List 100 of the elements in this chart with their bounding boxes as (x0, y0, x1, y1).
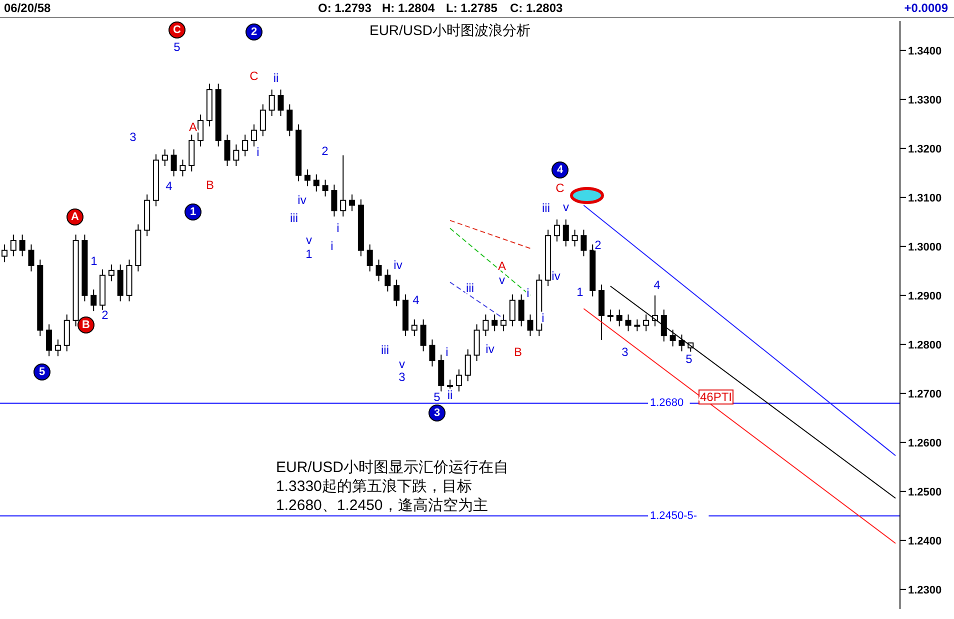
candlestick (260, 104, 266, 137)
candlestick (500, 314, 507, 332)
candlestick (90, 289, 97, 312)
y-tick-label: 1.2500 (908, 486, 942, 498)
annotation: v (399, 357, 405, 371)
candlestick (420, 318, 426, 352)
candlestick (518, 294, 524, 327)
candlestick (349, 194, 356, 212)
annotation: EUR/USD小时图显示汇价运行在自 1.3330起的第五浪下跌，目标 1.2680、1.2450，逢高沽空为主 (276, 458, 509, 515)
ref-line-label: 1.2450-5- (650, 510, 698, 522)
candlestick (224, 134, 230, 167)
candlestick (286, 104, 293, 137)
text: +0.0009 (904, 1, 948, 15)
annotation: 4 (412, 293, 420, 307)
annotation: 2 (322, 144, 329, 158)
annotation: 2 (594, 238, 602, 252)
annotation: 5 (686, 352, 693, 366)
candlestick (411, 318, 418, 337)
annotation: 2 (102, 308, 109, 322)
annotation: i (542, 311, 544, 325)
annotation: iv (298, 193, 306, 207)
candlestick (509, 294, 516, 327)
annotation: i (526, 286, 530, 300)
annotation: 3 (434, 407, 440, 419)
annotation: 4 (654, 278, 661, 292)
candlestick (366, 244, 373, 272)
y-tick-label: 1.2800 (908, 339, 942, 352)
annotation: 1 (90, 254, 98, 268)
annotation: 3 (130, 130, 137, 144)
annotation: B (206, 178, 214, 192)
candlestick (108, 264, 114, 282)
candlestick (322, 179, 328, 197)
candlestick (616, 309, 622, 327)
candlestick (464, 348, 471, 382)
y-tick-label: 1.2700 (908, 388, 942, 400)
annotation: v (306, 233, 312, 247)
annotation: iii (290, 211, 298, 225)
chart-title: EUR/USD小时图波浪分析 (369, 22, 530, 38)
candlestick (384, 268, 391, 292)
y-tick-label: 1.2300 (908, 584, 942, 596)
candlestick (643, 314, 650, 332)
annotation: A (188, 120, 198, 134)
candlestick (625, 314, 632, 332)
annotation: iii (542, 201, 550, 215)
y-tick-label: 1.3200 (908, 143, 942, 156)
candlestick (313, 174, 320, 192)
candlestick (198, 114, 204, 147)
annotation: 5 (38, 366, 46, 378)
annotation: iii (466, 281, 474, 295)
candlestick (304, 168, 310, 187)
candlestick (554, 218, 560, 242)
annotation: 1 (190, 206, 196, 218)
candlestick (162, 148, 168, 167)
candlestick (278, 89, 284, 117)
candlestick (268, 89, 275, 117)
candlestick (607, 309, 614, 322)
annotation: B (82, 319, 90, 331)
candlestick (331, 184, 338, 218)
candlestick (670, 329, 676, 347)
candlestick (54, 339, 61, 357)
annotation: C (250, 69, 259, 83)
annotation: 3 (622, 345, 629, 359)
y-tick-label: 1.2900 (908, 290, 942, 302)
annotation: 1 (306, 247, 313, 261)
annotation: i (330, 239, 334, 253)
candlestick (180, 159, 186, 177)
text: O: 1.2793 (318, 1, 372, 15)
candlestick (456, 368, 462, 392)
y-tick-label: 1.3300 (908, 94, 942, 106)
candlestick (394, 279, 400, 307)
annotation: i (256, 145, 260, 159)
annotation: 4 (556, 164, 564, 176)
candlestick (572, 229, 578, 247)
candlestick (242, 134, 248, 157)
candlestick (429, 339, 436, 367)
candlestick (482, 314, 489, 337)
annotation: ii (447, 388, 453, 402)
annotation: i (446, 345, 448, 359)
y-tick-label: 1.3000 (908, 241, 942, 254)
y-tick-label: 1.3100 (908, 192, 942, 204)
candlestick (678, 334, 685, 352)
text: C: 1.2803 (510, 1, 563, 15)
annotation: 46PTI (700, 390, 732, 404)
candlestick (376, 259, 382, 282)
annotation: i (336, 221, 340, 235)
annotation: 4 (166, 179, 173, 193)
candlestick (28, 244, 34, 272)
candlestick (233, 144, 240, 167)
text: 06/20/58 (4, 1, 51, 15)
candlestick (251, 124, 258, 147)
candlestick (170, 148, 177, 177)
annotation: 3 (398, 370, 406, 384)
annotation: 2 (250, 26, 258, 38)
annotation: iv (552, 269, 560, 283)
annotation: 1 (576, 285, 584, 299)
annotation: A (498, 259, 506, 273)
annotation: iii (381, 343, 389, 357)
candlestick (10, 234, 16, 257)
annotation: ii (273, 71, 279, 85)
candlestick (492, 314, 498, 332)
